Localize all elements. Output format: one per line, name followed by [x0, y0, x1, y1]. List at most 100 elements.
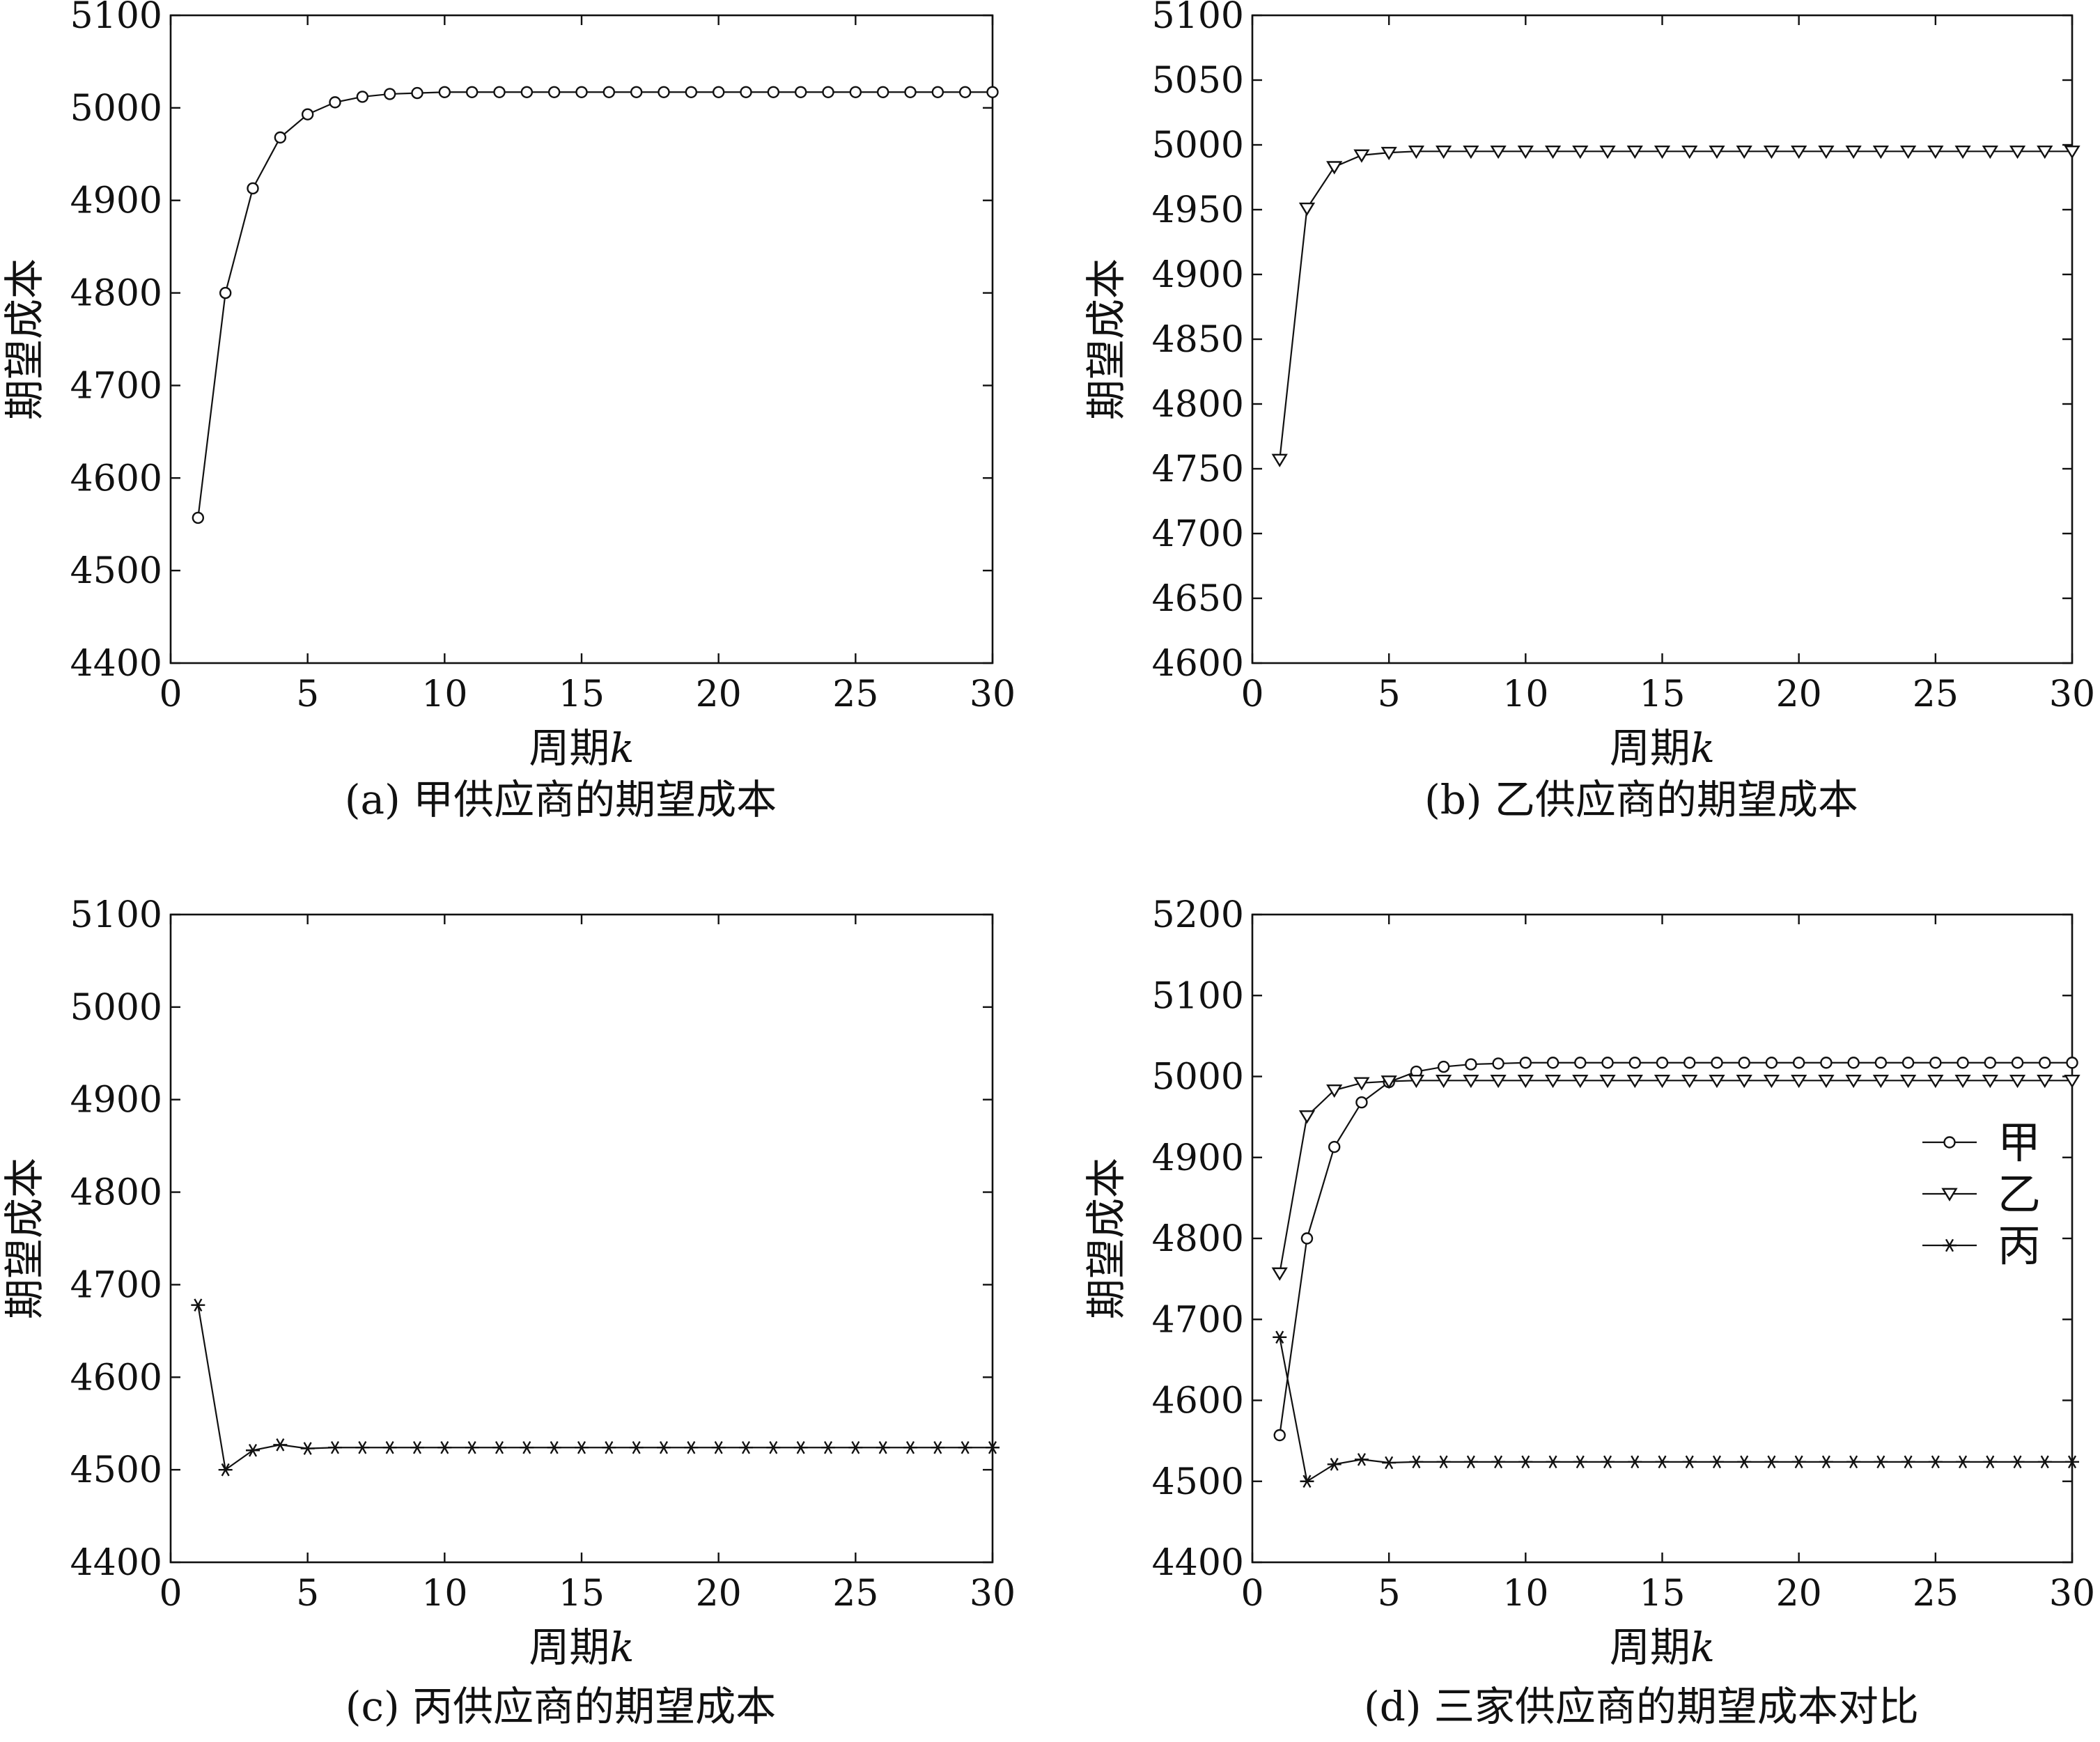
x-tick-label: 20	[696, 674, 742, 715]
y-tick-label: 4800	[70, 273, 162, 315]
x-axis-variable: k	[1690, 1624, 1715, 1671]
point-s0-1	[1298, 202, 1316, 217]
point-s1-27	[2009, 1074, 2026, 1089]
plot-frame	[169, 14, 994, 664]
point-s0-9	[438, 86, 451, 98]
point-s2-25	[1956, 1455, 1970, 1469]
point-s0-23	[822, 86, 834, 98]
point-s0-19	[1791, 145, 1807, 160]
point-s2-28	[2037, 1455, 2052, 1469]
point-s0-13	[547, 86, 561, 98]
point-s0-16	[1709, 145, 1725, 160]
point-s2-6	[1436, 1455, 1451, 1469]
point-s2-19	[1791, 1455, 1806, 1469]
point-slegend0-0	[1943, 1136, 1956, 1149]
chart-0: 0 5 10 15 20 25 30 4400 4500 4600 4700 4800 4900 5000…	[1, 0, 1016, 823]
point-s2-3	[1354, 1453, 1369, 1466]
point-s0-17	[658, 86, 670, 98]
point-s0-17	[657, 1440, 671, 1454]
point-s0-6	[1436, 145, 1452, 160]
y-tick-label: 5100	[1152, 975, 1244, 1017]
point-s0-20	[739, 1440, 753, 1454]
point-s0-7	[382, 1440, 397, 1454]
x-tick-label: 20	[1776, 674, 1822, 715]
point-s2-27	[2010, 1455, 2025, 1469]
y-tick-label: 5100	[1152, 0, 1244, 37]
point-s1-11	[1572, 1074, 1589, 1089]
point-s0-20	[1818, 145, 1835, 160]
plot-frame	[1251, 913, 2074, 1564]
point-s0-16	[629, 1440, 644, 1454]
y-tick-label: 4800	[1152, 384, 1244, 426]
point-s1-7	[1463, 1074, 1479, 1089]
point-s2-21	[1846, 1455, 1861, 1469]
point-s0-14	[1656, 1057, 1669, 1069]
point-s0-12	[1599, 145, 1616, 160]
y-tick-label: 5000	[70, 987, 162, 1029]
point-s0-28	[958, 86, 972, 98]
point-s1-8	[1490, 1074, 1507, 1089]
point-s0-10	[1546, 1057, 1560, 1069]
x-tick-label: 30	[970, 1573, 1016, 1615]
point-s2-9	[1518, 1455, 1533, 1469]
point-s0-27	[2011, 1057, 2024, 1069]
point-s2-17	[1737, 1455, 1752, 1469]
point-s0-24	[1929, 1057, 1942, 1069]
point-s1-22	[1872, 1074, 1889, 1089]
point-s0-12	[520, 86, 534, 98]
point-s2-16	[1709, 1455, 1724, 1469]
point-s0-7	[1463, 145, 1479, 160]
point-s0-17	[1736, 145, 1752, 160]
point-s2-2	[1327, 1458, 1341, 1471]
plot-frame	[1251, 14, 2074, 664]
point-s2-23	[1901, 1455, 1915, 1469]
point-s0-13	[1626, 145, 1643, 160]
point-s1-0	[1271, 1267, 1288, 1281]
x-tick-label: 30	[2049, 1573, 2095, 1615]
x-tick-label: 25	[832, 674, 878, 715]
point-s0-24	[848, 1440, 863, 1454]
point-s2-11	[1573, 1455, 1587, 1469]
point-s1-10	[1544, 1074, 1562, 1089]
x-axis-variable: k	[1690, 724, 1715, 772]
point-slegend1-0	[1941, 1188, 1958, 1201]
y-tick-label: 4800	[1152, 1218, 1244, 1260]
point-s0-25	[1954, 145, 1971, 160]
x-tick-label: 15	[559, 674, 605, 715]
point-s1-4	[1380, 1075, 1397, 1089]
x-tick-label: 15	[1639, 1573, 1685, 1615]
point-s0-24	[1927, 145, 1944, 160]
point-s0-3	[274, 131, 287, 144]
y-tick-label: 5000	[1152, 125, 1244, 166]
point-s0-26	[903, 1440, 917, 1454]
y-tick-label: 4500	[1152, 1461, 1244, 1503]
point-s0-0	[191, 1298, 205, 1312]
point-s0-21	[767, 86, 780, 98]
y-tick-label: 4900	[1152, 1137, 1244, 1179]
y-tick-label: 4700	[70, 365, 162, 407]
point-s2-24	[1928, 1455, 1943, 1469]
y-tick-label: 4850	[1152, 319, 1244, 361]
point-s2-14	[1655, 1455, 1670, 1469]
point-s0-9	[1519, 1057, 1532, 1069]
x-tick-label: 5	[296, 1573, 319, 1615]
point-s2-7	[1463, 1455, 1478, 1469]
series-line-1	[1279, 1080, 2072, 1274]
x-axis-variable: k	[609, 724, 634, 772]
point-s0-25	[876, 1440, 890, 1454]
point-s0-27	[931, 1440, 945, 1454]
point-s0-20	[740, 86, 752, 98]
point-s1-25	[1954, 1074, 1971, 1089]
point-s1-3	[1353, 1077, 1370, 1091]
series-line-2	[1279, 1337, 2072, 1483]
point-s1-14	[1654, 1074, 1671, 1089]
point-s0-1	[1300, 1232, 1314, 1245]
point-s0-2	[246, 1443, 260, 1457]
x-tick-label: 5	[1378, 1573, 1401, 1615]
legend-label-1: 乙	[1998, 1169, 2041, 1220]
point-s1-9	[1517, 1074, 1534, 1089]
point-s0-4	[301, 108, 314, 120]
point-s2-1	[1300, 1475, 1314, 1488]
point-s0-0	[1271, 453, 1288, 467]
point-s0-18	[1765, 1057, 1778, 1069]
